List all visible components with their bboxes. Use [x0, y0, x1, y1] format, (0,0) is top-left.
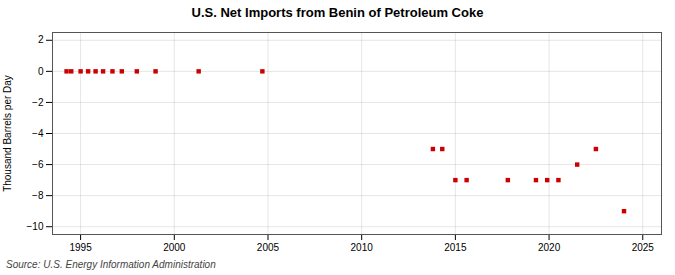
svg-text:2000: 2000	[163, 242, 186, 253]
svg-text:Thousand Barrels per Day: Thousand Barrels per Day	[2, 75, 13, 192]
svg-text:−8: −8	[32, 190, 44, 201]
svg-text:−10: −10	[27, 221, 44, 232]
svg-text:2020: 2020	[538, 242, 561, 253]
svg-text:−4: −4	[32, 128, 44, 139]
html-text:U.S. Net Imports from Benin of: U.S. Net Imports from Benin of Petroleum…	[191, 5, 484, 20]
svg-text:0: 0	[38, 66, 44, 77]
svg-text:2005: 2005	[257, 242, 280, 253]
svg-text:−6: −6	[32, 159, 44, 170]
svg-text:2: 2	[38, 34, 44, 45]
svg-text:2025: 2025	[632, 242, 655, 253]
html-text:Source: U.S. Energy Informatio: Source: U.S. Energy Information Administ…	[6, 259, 216, 270]
svg-text:−2: −2	[32, 97, 44, 108]
svg-text:2010: 2010	[351, 242, 374, 253]
svg-text:2015: 2015	[444, 242, 467, 253]
svg-text:1995: 1995	[69, 242, 92, 253]
